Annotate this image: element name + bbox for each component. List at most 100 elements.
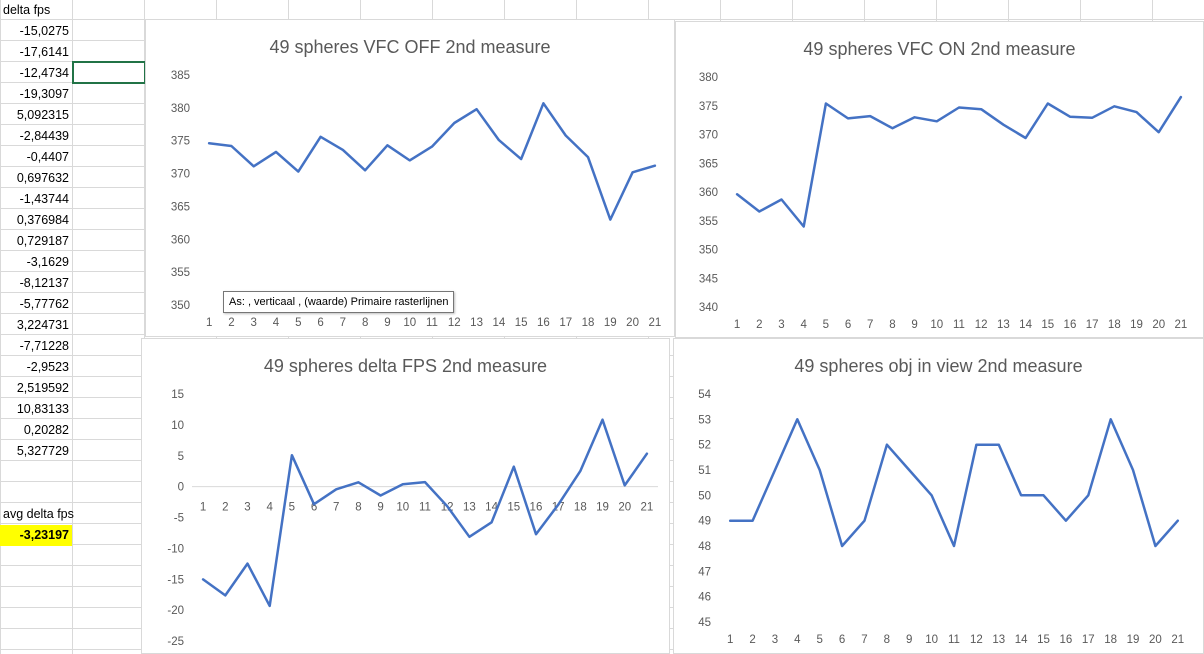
x-tick-label: 16 — [1064, 319, 1077, 331]
y-tick-label: -10 — [167, 543, 184, 555]
x-tick-label: 11 — [426, 317, 438, 329]
delta-fps-cell[interactable]: -15,0275 — [19, 24, 69, 38]
delta-fps-cell[interactable]: 10,83133 — [16, 402, 69, 416]
y-tick-label: 380 — [171, 103, 190, 115]
delta-fps-cell[interactable]: -19,3097 — [19, 87, 69, 101]
y-tick-label: 5 — [178, 451, 184, 463]
y-tick-label: 365 — [699, 158, 718, 170]
y-tick-label: 375 — [699, 101, 718, 113]
y-tick-label: 365 — [171, 201, 190, 213]
x-tick-label: 2 — [222, 502, 228, 514]
x-tick-label: 16 — [537, 317, 550, 329]
delta-fps-cell[interactable]: 0,697632 — [16, 171, 69, 185]
x-tick-label: 21 — [641, 502, 654, 514]
x-tick-label: 6 — [839, 634, 845, 646]
series-line[interactable] — [207, 102, 657, 221]
delta-fps-cell[interactable]: 0,376984 — [16, 213, 69, 227]
y-tick-label: 49 — [698, 516, 711, 528]
delta-fps-cell[interactable]: -17,6141 — [19, 45, 69, 59]
x-tick-label: 9 — [906, 634, 912, 646]
chart-svg: 49 spheres obj in view 2nd measure454647… — [698, 356, 1184, 646]
chart-svg: 49 spheres VFC OFF 2nd measure 350 355 360 3… — [171, 37, 661, 329]
x-tick-label: 12 — [448, 317, 461, 329]
delta-fps-cell[interactable]: -0,4407 — [26, 150, 69, 164]
delta-fps-cell[interactable]: 5,092315 — [16, 108, 69, 122]
x-tick-label: 9 — [384, 317, 390, 329]
series-line[interactable] — [201, 418, 649, 608]
chart-title: 49 spheres obj in view 2nd measure — [794, 356, 1082, 376]
x-tick-label: 15 — [507, 502, 520, 514]
x-tick-label: 9 — [377, 502, 383, 514]
x-tick-label: 20 — [1152, 319, 1165, 331]
delta-fps-cell[interactable]: -2,9523 — [26, 360, 69, 374]
y-tick-label: 370 — [699, 130, 718, 142]
x-tick-label: 16 — [1060, 634, 1073, 646]
x-tick-label: 12 — [975, 319, 988, 331]
x-tick-label: 6 — [311, 502, 317, 514]
chart-delta-fps[interactable]: 49 spheres delta FPS 2nd measure -25 -20 -1… — [141, 338, 670, 654]
x-tick-label: 14 — [492, 317, 505, 329]
x-tick-label: 7 — [861, 634, 867, 646]
y-tick-label: 355 — [171, 267, 190, 279]
delta-fps-cell[interactable]: -2,84439 — [19, 129, 69, 143]
y-tick-label: 54 — [698, 389, 711, 401]
column-header-cell[interactable]: delta fps — [3, 3, 51, 17]
x-tick-label: 4 — [266, 502, 273, 514]
delta-fps-cell[interactable]: 2,519592 — [16, 381, 69, 395]
delta-fps-cell[interactable]: 0,20282 — [23, 423, 69, 437]
delta-fps-cell[interactable]: 3,224731 — [16, 318, 69, 332]
series-line[interactable] — [735, 95, 1183, 228]
avg-value-cell[interactable]: -3,23197 — [0, 525, 72, 546]
x-tick-label: 4 — [800, 319, 807, 331]
chart-obj-in-view[interactable]: 49 spheres obj in view 2nd measure 45 46 47… — [673, 338, 1204, 654]
y-tick-label: 340 — [699, 302, 718, 314]
avg-label-cell[interactable]: avg delta fps — [3, 507, 74, 521]
y-tick-label: 345 — [699, 273, 718, 285]
selected-cell[interactable] — [72, 61, 146, 84]
x-tick-label: 13 — [463, 502, 476, 514]
x-tick-label: 5 — [823, 319, 829, 331]
x-tick-label: 5 — [289, 502, 295, 514]
x-tick-label: 19 — [596, 502, 609, 514]
x-tick-label: 18 — [574, 502, 587, 514]
x-tick-label: 10 — [403, 317, 416, 329]
x-tick-label: 13 — [992, 634, 1005, 646]
y-tick-label: 355 — [699, 216, 718, 228]
delta-fps-cell[interactable]: 0,729187 — [16, 234, 69, 248]
x-tick-label: 10 — [396, 502, 409, 514]
y-tick-label: 360 — [699, 187, 718, 199]
y-tick-label: 375 — [171, 136, 190, 148]
x-tick-label: 20 — [626, 317, 639, 329]
delta-fps-cell[interactable]: -7,71228 — [19, 339, 69, 353]
x-tick-label: 8 — [355, 502, 361, 514]
delta-fps-cell[interactable]: -12,4734 — [19, 66, 69, 80]
x-tick-label: 16 — [530, 502, 543, 514]
x-tick-label: 3 — [772, 634, 778, 646]
x-tick-label: 11 — [419, 502, 431, 514]
x-tick-label: 21 — [648, 317, 661, 329]
delta-fps-cell[interactable]: -5,77762 — [19, 297, 69, 311]
x-tick-label: 13 — [470, 317, 483, 329]
delta-fps-cell[interactable]: -3,1629 — [26, 255, 69, 269]
x-tick-label: 8 — [889, 319, 895, 331]
y-tick-label: 385 — [171, 70, 190, 82]
x-tick-label: 3 — [778, 319, 784, 331]
x-tick-label: 15 — [1041, 319, 1054, 331]
x-tick-label: 14 — [1015, 634, 1028, 646]
x-tick-label: 4 — [273, 317, 280, 329]
y-tick-label: 50 — [698, 490, 711, 502]
x-tick-label: 8 — [362, 317, 368, 329]
x-tick-label: 12 — [970, 634, 983, 646]
x-tick-label: 17 — [559, 317, 572, 329]
chart-title: 49 spheres delta FPS 2nd measure — [264, 356, 547, 376]
chart-svg: 49 spheres delta FPS 2nd measure -25 -20 -1… — [167, 356, 658, 648]
delta-fps-cell[interactable]: -1,43744 — [19, 192, 69, 206]
delta-fps-cell[interactable]: 5,327729 — [16, 444, 69, 458]
series-line[interactable] — [728, 418, 1180, 548]
y-tick-label: 45 — [698, 617, 711, 629]
delta-fps-cell[interactable]: -8,12137 — [19, 276, 69, 290]
chart-vfc-off[interactable]: 49 spheres VFC OFF 2nd measure 350 355 360 3… — [145, 19, 675, 337]
x-tick-label: 13 — [997, 319, 1010, 331]
chart-vfc-on[interactable]: 49 spheres VFC ON 2nd measure 340 345 350 35… — [675, 21, 1204, 338]
x-tick-label: 1 — [734, 319, 740, 331]
